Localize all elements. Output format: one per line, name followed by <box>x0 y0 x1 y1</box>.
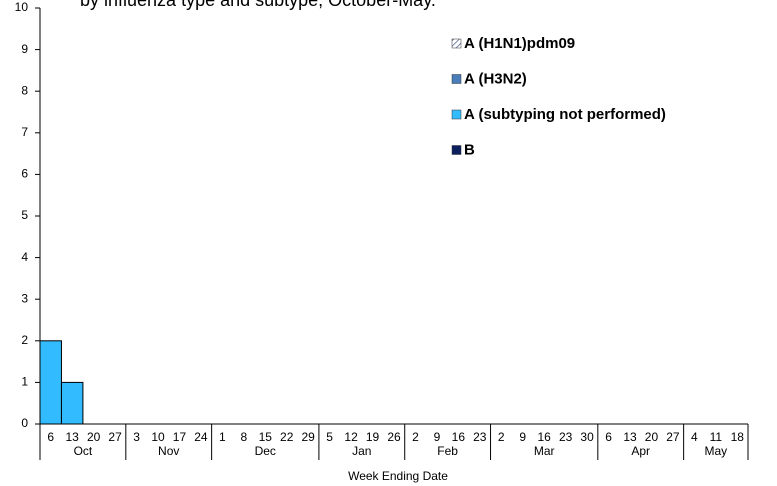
x-group-label: Dec <box>255 444 276 458</box>
x-tick-label: 16 <box>452 430 466 444</box>
x-tick-label: 26 <box>387 430 401 444</box>
y-tick-label: 5 <box>21 208 28 222</box>
x-tick-label: 18 <box>731 430 745 444</box>
bar-segment <box>60 381 84 425</box>
x-tick-label: 11 <box>710 430 723 444</box>
x-tick-label: 22 <box>280 430 294 444</box>
y-tick-label: 1 <box>21 375 28 389</box>
legend-label: A (H1N1)pdm09 <box>464 35 575 52</box>
x-tick-label: 16 <box>538 430 552 444</box>
x-tick-label: 6 <box>47 430 54 444</box>
x-tick-label: 27 <box>666 430 680 444</box>
x-tick-label: 10 <box>151 430 165 444</box>
x-group-label: May <box>704 444 727 458</box>
legend-label: A (subtyping not performed) <box>464 106 666 123</box>
x-tick-label: 23 <box>559 430 573 444</box>
x-tick-label: 3 <box>133 430 140 444</box>
x-tick-label: 4 <box>691 430 698 444</box>
x-group-label: Jan <box>352 444 371 458</box>
y-tick-label: 3 <box>21 291 28 305</box>
chart-title: by influenza type and subtype, October-M… <box>80 0 436 10</box>
y-tick-label: 8 <box>21 83 28 97</box>
x-tick-label: 27 <box>108 430 122 444</box>
x-tick-label: 29 <box>302 430 316 444</box>
y-tick-label: 10 <box>15 0 29 14</box>
x-group-label: Feb <box>437 444 458 458</box>
x-tick-label: 9 <box>519 430 526 444</box>
legend-label: B <box>464 141 475 158</box>
x-tick-label: 6 <box>605 430 612 444</box>
legend-swatch <box>451 109 462 120</box>
y-tick-label: 2 <box>21 333 28 347</box>
x-group-label: Oct <box>74 444 93 458</box>
x-tick-label: 19 <box>366 430 380 444</box>
x-tick-label: 30 <box>580 430 594 444</box>
bar-segment <box>39 340 62 425</box>
legend-label: A (H3N2) <box>464 70 527 87</box>
x-tick-label: 13 <box>623 430 637 444</box>
x-tick-label: 20 <box>87 430 101 444</box>
legend-swatch <box>451 74 462 84</box>
x-tick-label: 5 <box>326 430 333 444</box>
x-axis-label: Week Ending Date <box>348 469 448 483</box>
x-tick-label: 8 <box>240 430 247 444</box>
x-group-label: Nov <box>158 444 179 458</box>
x-tick-label: 15 <box>259 430 273 444</box>
x-group-label: Apr <box>631 444 650 458</box>
y-tick-label: 0 <box>21 416 28 430</box>
x-tick-label: 24 <box>194 430 208 444</box>
x-tick-label: 2 <box>412 430 419 444</box>
x-tick-label: 17 <box>173 430 187 444</box>
y-tick-label: 9 <box>21 42 28 56</box>
x-tick-label: 13 <box>66 430 80 444</box>
y-tick-label: 7 <box>21 125 28 139</box>
legend-swatch <box>451 145 462 155</box>
legend-swatch <box>451 38 462 49</box>
x-group-label: Mar <box>534 444 555 458</box>
x-tick-label: 2 <box>498 430 505 444</box>
x-tick-label: 20 <box>645 430 659 444</box>
x-tick-label: 9 <box>434 430 441 444</box>
x-tick-label: 1 <box>219 430 226 444</box>
y-tick-label: 4 <box>21 250 28 264</box>
x-tick-label: 23 <box>473 430 487 444</box>
x-tick-label: 12 <box>344 430 358 444</box>
y-tick-label: 6 <box>21 167 28 181</box>
